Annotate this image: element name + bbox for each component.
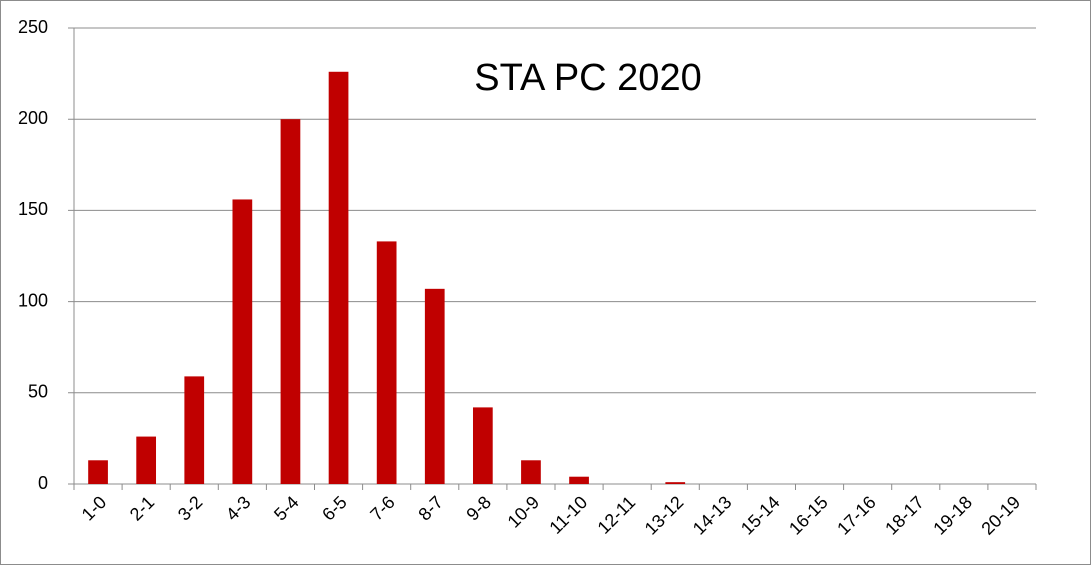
- y-tick-label: 200: [18, 108, 48, 128]
- bar: [232, 199, 253, 484]
- y-tick-label: 100: [18, 290, 48, 310]
- bar: [665, 482, 686, 484]
- bar: [569, 476, 589, 484]
- y-tick-label: 0: [38, 473, 48, 493]
- y-tick-label: 250: [18, 17, 48, 37]
- bar: [376, 241, 397, 484]
- bar: [521, 460, 541, 484]
- bar: [328, 71, 349, 484]
- bar: [424, 288, 445, 484]
- bar: [472, 407, 493, 484]
- bar: [184, 376, 205, 484]
- y-tick-label: 150: [18, 199, 48, 219]
- bar: [280, 119, 301, 484]
- chart-title: STA PC 2020: [474, 57, 701, 99]
- y-tick-label: 50: [28, 382, 48, 402]
- bar: [136, 436, 157, 484]
- bar: [88, 460, 108, 484]
